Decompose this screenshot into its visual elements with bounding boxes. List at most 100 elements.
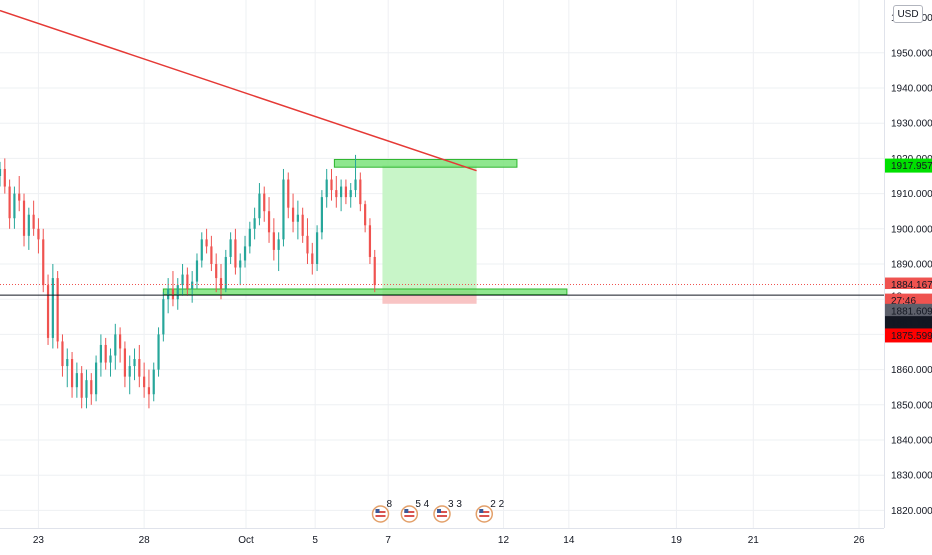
candle-body: [315, 232, 319, 264]
candle-body: [70, 359, 74, 388]
candle-body: [114, 334, 117, 356]
candle-body: [267, 211, 271, 233]
candle: [340, 179, 343, 212]
time-tick-label: 19: [671, 535, 683, 546]
candle-body: [75, 373, 78, 388]
candle: [85, 369, 88, 409]
candle: [205, 228, 208, 254]
candle-body: [51, 278, 54, 338]
candle-body: [27, 214, 30, 236]
candle-body: [373, 256, 376, 286]
time-tick-label: 14: [563, 535, 575, 546]
candle-body: [123, 348, 127, 377]
flag-canton: [404, 509, 409, 513]
economic-event-marker[interactable]: 3 3: [433, 499, 462, 523]
candle: [248, 221, 251, 254]
candle-body: [354, 179, 357, 191]
time-tick-label: 21: [748, 535, 760, 546]
flag-stripe: [437, 515, 447, 517]
support-resistance-zone: [162, 288, 568, 296]
price-label-text: 1917.957: [891, 161, 932, 172]
candle: [306, 218, 309, 264]
candle-body: [152, 369, 155, 395]
candle-body: [119, 334, 122, 349]
price-tick-label: 1940.000: [891, 84, 932, 95]
candle: [162, 292, 165, 342]
candle-body: [287, 179, 290, 208]
candle: [27, 207, 30, 250]
price-axis-label: 1875.599: [885, 328, 932, 343]
price-axis[interactable]: 1960.0001950.0001940.0001930.0001920.000…: [891, 13, 932, 517]
economic-event-marker[interactable]: 2 2: [475, 499, 505, 523]
candle-body: [349, 190, 352, 198]
candle: [219, 264, 223, 300]
currency-badge[interactable]: USD: [893, 5, 923, 23]
candle: [70, 352, 74, 398]
event-markers[interactable]: 8 5 4 3 3 2 2: [371, 499, 505, 523]
candle-body: [224, 256, 227, 289]
drawing-lines[interactable]: [0, 9, 884, 296]
candle: [282, 168, 285, 247]
candle-body: [253, 218, 256, 229]
flag-canton: [479, 509, 484, 513]
candle: [128, 355, 131, 395]
candle-body: [56, 278, 59, 342]
candle-body: [181, 274, 184, 286]
event-count: 5 4: [415, 499, 429, 510]
drawing-zones[interactable]: [162, 158, 568, 304]
candle: [325, 168, 328, 208]
candle: [239, 253, 242, 286]
candle: [32, 200, 35, 236]
candle-body: [277, 239, 280, 250]
price-axis-label: 1881.156: [885, 316, 932, 331]
candle-body: [234, 239, 237, 268]
candle-body: [325, 179, 328, 198]
candle: [234, 228, 237, 275]
candle-body: [282, 179, 285, 240]
economic-event-marker[interactable]: 5 4: [400, 499, 430, 523]
candle-body: [147, 387, 151, 395]
candle: [138, 344, 141, 388]
candle: [176, 278, 179, 310]
price-tick-label: 1860.000: [891, 365, 932, 376]
candle-body: [171, 288, 175, 300]
price-label-text: 1875.599: [891, 331, 932, 342]
candle-body: [243, 246, 247, 261]
candle-body: [8, 186, 11, 219]
price-tick-label: 1820.000: [891, 506, 932, 517]
candle-body: [364, 204, 367, 226]
time-tick-label: 23: [33, 535, 45, 546]
time-axis[interactable]: 23 28 Oct 5 7 12 14 19 21 26: [33, 535, 865, 546]
candle: [296, 200, 299, 240]
candle: [373, 249, 376, 293]
candle-body: [296, 214, 299, 222]
candle: [18, 176, 21, 212]
candle: [61, 334, 64, 377]
candle-body: [138, 359, 141, 377]
time-tick-label: 7: [385, 535, 391, 546]
time-tick-label: 28: [139, 535, 151, 546]
position-profit-area: [382, 165, 477, 291]
candle: [210, 235, 213, 272]
candle: [191, 271, 194, 303]
candle-body: [66, 359, 69, 367]
candle-body: [3, 168, 6, 187]
time-tick-label: 26: [853, 535, 865, 546]
flag-stripe: [437, 511, 447, 513]
candle-body: [320, 197, 323, 233]
candle: [215, 253, 218, 293]
time-tick-label: 5: [312, 535, 318, 546]
candle: [114, 323, 117, 370]
price-axis-label: 1884.167: [885, 277, 932, 292]
candle-body: [340, 186, 343, 198]
price-label-text: 27:46: [891, 296, 916, 307]
economic-event-marker[interactable]: 8: [371, 499, 393, 523]
candle-body: [13, 193, 16, 219]
price-label-text: 1881.609: [891, 306, 932, 317]
candle: [263, 186, 266, 222]
candle-body: [109, 355, 112, 363]
candle: [123, 341, 127, 388]
candle: [171, 271, 175, 307]
